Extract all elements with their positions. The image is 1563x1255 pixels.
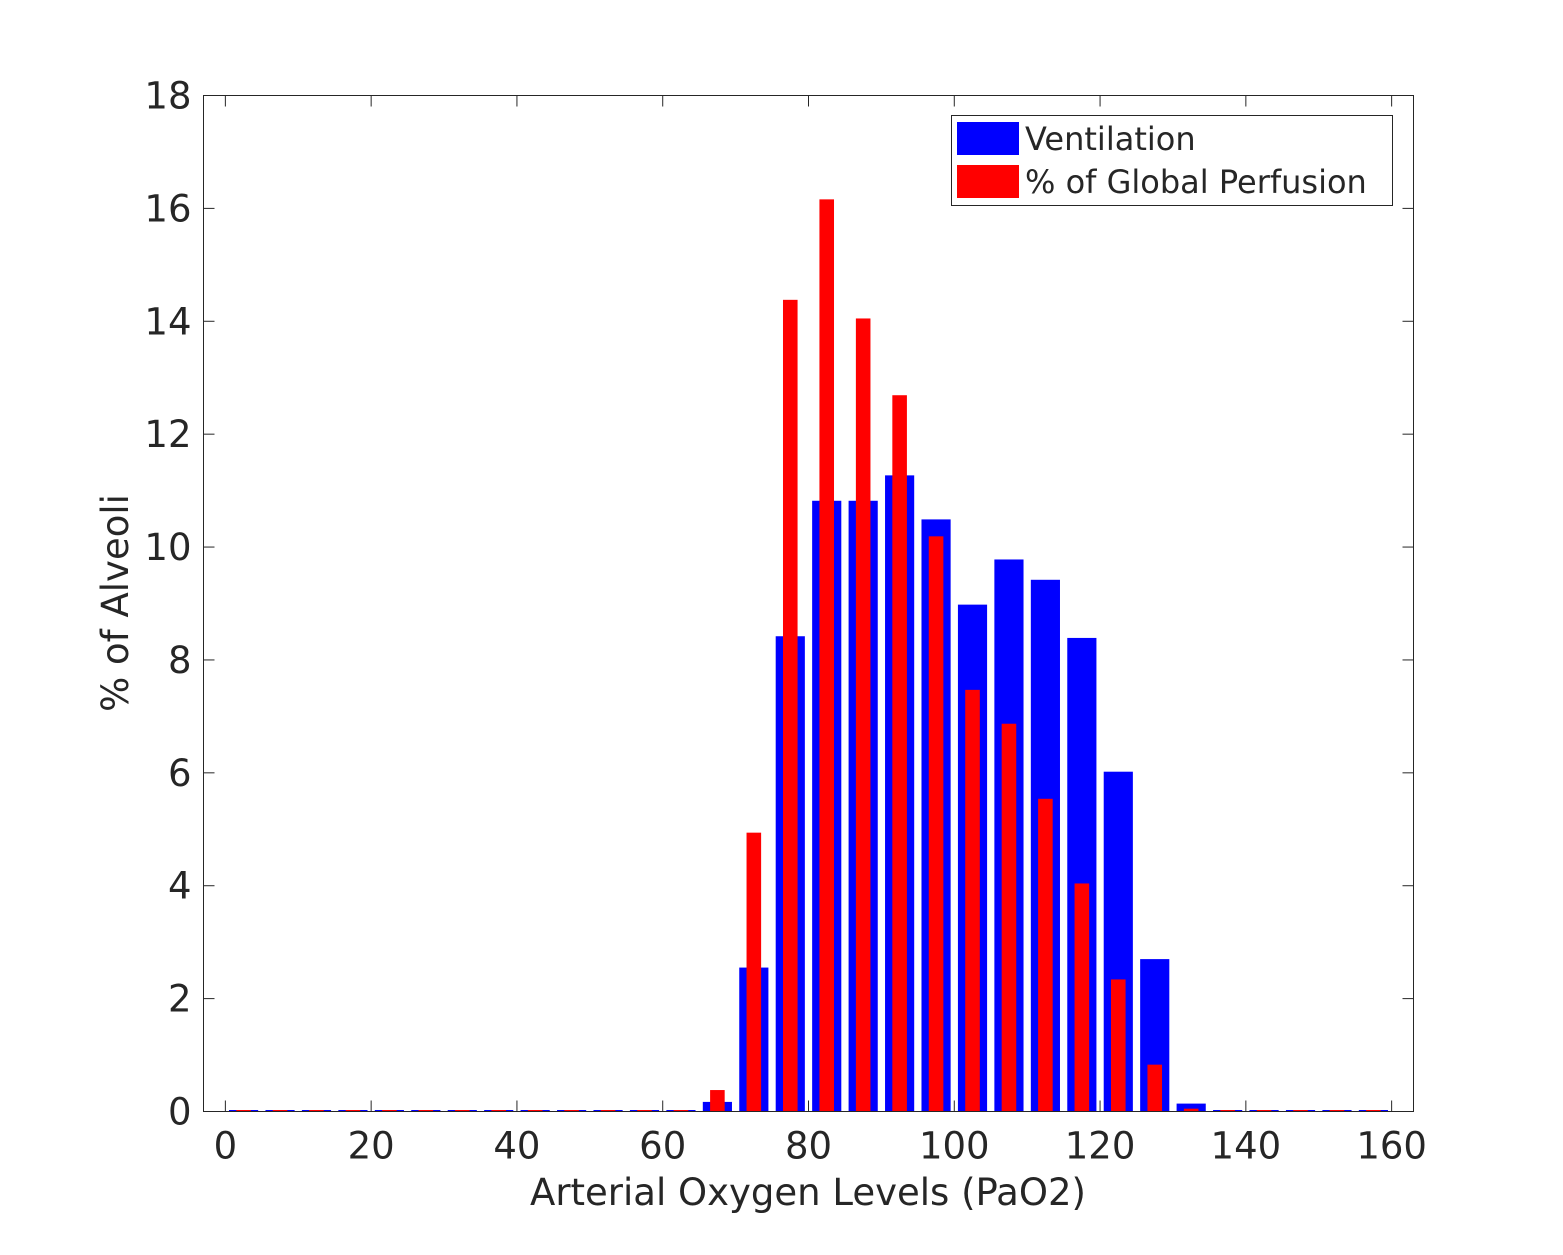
perfusion-bar-2 xyxy=(309,1110,324,1112)
x-tick-label: 100 xyxy=(919,1125,990,1168)
perfusion-bar-25 xyxy=(1147,1064,1163,1112)
y-tick-label: 16 xyxy=(144,187,191,230)
perfusion-bar-4 xyxy=(382,1110,397,1112)
perfusion-bar-23 xyxy=(1074,883,1090,1112)
perfusion-bar-5 xyxy=(418,1110,434,1112)
x-tick-label: 0 xyxy=(214,1125,238,1168)
perfusion-bar-30 xyxy=(1329,1110,1345,1112)
legend-swatch-ventilation xyxy=(957,122,1019,155)
perfusion-bar-7 xyxy=(491,1110,506,1112)
perfusion-bar-18 xyxy=(892,395,907,1112)
y-tick-label: 14 xyxy=(144,300,191,343)
y-tick-label: 2 xyxy=(168,978,192,1021)
perfusion-bar-15 xyxy=(782,299,798,1112)
y-tick-label: 10 xyxy=(144,526,191,569)
legend-label-perfusion: % of Global Perfusion xyxy=(1025,163,1367,201)
bars-layer xyxy=(229,199,1388,1112)
perfusion-bar-24 xyxy=(1111,979,1126,1112)
perfusion-bar-3 xyxy=(345,1110,361,1112)
legend: Ventilation % of Global Perfusion xyxy=(951,115,1393,206)
y-tick-label: 18 xyxy=(144,75,191,118)
perfusion-bar-10 xyxy=(600,1110,616,1112)
perfusion-bar-1 xyxy=(272,1110,288,1112)
perfusion-bar-12 xyxy=(673,1110,689,1112)
perfusion-bar-21 xyxy=(1001,723,1017,1112)
perfusion-bar-31 xyxy=(1366,1110,1381,1112)
y-axis-label: % of Alveoli xyxy=(94,494,137,712)
y-tick-label: 12 xyxy=(144,413,191,456)
ticks-layer: 0 20 40 60 80 100 120 140 160 0 2 4 6 8 10 12 14 16 18 xyxy=(144,75,1427,1168)
perfusion-bar-6 xyxy=(454,1110,470,1112)
perfusion-bar-9 xyxy=(564,1110,579,1112)
perfusion-bar-27 xyxy=(1220,1110,1235,1112)
perfusion-bar-20 xyxy=(965,689,980,1112)
legend-label-ventilation: Ventilation xyxy=(1025,120,1196,158)
perfusion-bar-29 xyxy=(1293,1110,1308,1112)
y-tick-label: 4 xyxy=(168,865,192,908)
perfusion-bar-11 xyxy=(637,1110,652,1112)
perfusion-bar-13 xyxy=(710,1090,725,1112)
ventilation-bar-26 xyxy=(1176,1103,1206,1112)
perfusion-bar-22 xyxy=(1038,798,1053,1112)
perfusion-bar-14 xyxy=(746,832,762,1112)
x-tick-label: 40 xyxy=(493,1125,540,1168)
legend-box xyxy=(951,115,1393,206)
x-tick-label: 60 xyxy=(639,1125,686,1168)
perfusion-bar-17 xyxy=(855,318,871,1112)
x-tick-label: 160 xyxy=(1356,1125,1427,1168)
y-tick-label: 8 xyxy=(168,639,192,682)
legend-swatch-perfusion xyxy=(957,165,1019,198)
x-axis-label: Arterial Oxygen Levels (PaO2) xyxy=(530,1171,1086,1214)
perfusion-bar-8 xyxy=(527,1110,543,1112)
y-tick-label: 0 xyxy=(168,1091,192,1134)
x-tick-label: 140 xyxy=(1211,1125,1282,1168)
y-tick-label: 6 xyxy=(168,752,192,795)
perfusion-bar-28 xyxy=(1256,1110,1272,1112)
x-tick-label: 120 xyxy=(1065,1125,1136,1168)
perfusion-bar-0 xyxy=(236,1110,251,1112)
perfusion-bar-26 xyxy=(1183,1108,1199,1112)
x-tick-label: 20 xyxy=(348,1125,395,1168)
perfusion-bar-19 xyxy=(928,536,944,1112)
x-tick-label: 80 xyxy=(785,1125,832,1168)
perfusion-bar-16 xyxy=(819,199,835,1112)
